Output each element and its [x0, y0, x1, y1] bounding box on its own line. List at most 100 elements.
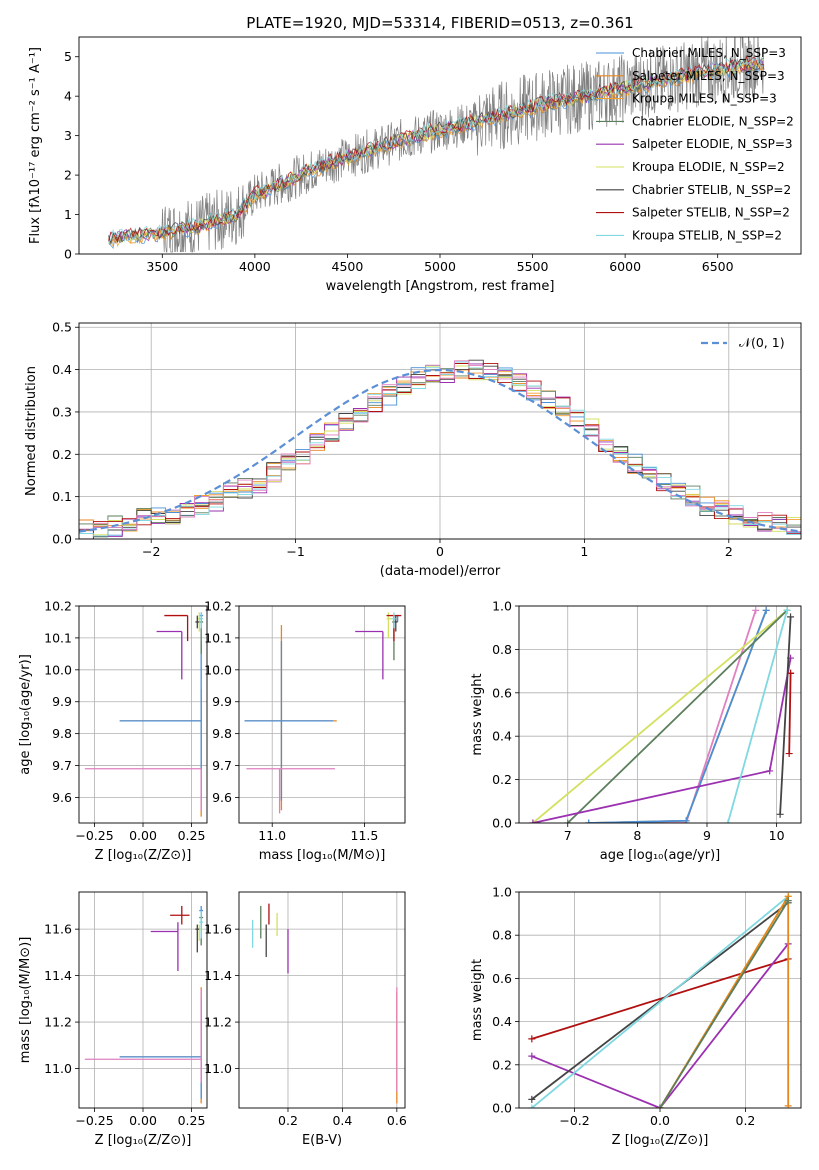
cumulative_age-frame — [518, 605, 802, 824]
age_vs_Z-frame — [78, 605, 208, 824]
spectrum-xtick-label: 5000 — [424, 259, 456, 274]
spectrum-xtick-label: 4000 — [239, 259, 271, 274]
mass_vs_Z-xlabel: Z [log₁₀(Z/Z⊙)] — [95, 1133, 192, 1148]
cumulative-line — [531, 895, 789, 1108]
residuals-xlabel: (data-model)/error — [380, 564, 501, 579]
residuals-xtick-label: 2 — [725, 544, 733, 559]
cumulative_Z-ytick-label: 0.2 — [492, 1057, 512, 1072]
age_vs_Z-ytick-label: 9.9 — [52, 694, 72, 709]
age_vs_mass-plot-area — [244, 612, 402, 814]
age_vs_mass-xtick-label: 11.5 — [351, 828, 379, 843]
mass_vs_Z-xtick-label: −0.25 — [75, 1113, 113, 1128]
legend-label: Salpeter STELIB, N_SSP=2 — [632, 206, 790, 220]
spectrum-xlabel: wavelength [Angstrom, rest frame] — [326, 279, 555, 294]
age_vs_mass-ytick-label: 9.9 — [212, 694, 232, 709]
legend-label: Kroupa STELIB, N_SSP=2 — [632, 228, 782, 242]
age_vs_mass-ytick-label: 9.8 — [212, 726, 232, 741]
cumulative_Z-ytick-label: 0.0 — [492, 1101, 512, 1116]
spectrum-ytick-label: 0 — [64, 247, 72, 262]
residuals-xtick-label: 1 — [580, 544, 588, 559]
spectrum-plot-area — [108, 37, 765, 253]
age_vs_mass-xlabel: mass [log₁₀(M/M⊙)] — [259, 848, 386, 863]
mass_vs_Z-ytick-label: 11.0 — [44, 1061, 72, 1076]
age_vs_Z-plot-area — [84, 612, 204, 817]
cumulative_age-ytick-label: 0.0 — [492, 816, 512, 831]
legend-label: 𝒩(0, 1) — [739, 335, 785, 350]
mass_vs_Z-ytick-label: 11.6 — [44, 922, 72, 937]
age_vs_mass-ytick-label: 10.1 — [204, 630, 232, 645]
cumulative-marker — [776, 810, 784, 818]
cumulative_Z-ylabel: mass weight — [470, 959, 485, 1041]
cumulative-line — [788, 673, 792, 754]
cumulative-marker — [785, 750, 793, 758]
cumulative_Z-chart: −0.2 0.0 0.2 0.0 0.2 0.4 0.6 0.8 1.0 Z [log₁₀(Z/Z… — [470, 885, 802, 1148]
cumulative-line — [532, 657, 792, 823]
age_vs_Z-chart: −0.25 0.00 0.25 9.6 9.7 9.8 9.9 10.0 10.1 10.2 Z [… — [18, 599, 208, 863]
age_vs_Z-ytick-label: 9.8 — [52, 726, 72, 741]
mass_vs_ebv-ytick-label: 11.0 — [204, 1061, 232, 1076]
age_vs_mass-xtick-label: 11.0 — [258, 828, 286, 843]
spectrum-chart: 3500 4000 4500 5000 5500 6000 6500 0 1 2 3 4 5 wavele… — [28, 36, 802, 294]
mass_vs_Z-ytick-label: 11.4 — [44, 968, 72, 983]
residuals-ytick-label: 0.0 — [52, 532, 72, 547]
mass_vs_ebv-frame — [238, 891, 406, 1109]
age_vs_mass-ytick-label: 10.2 — [204, 599, 232, 614]
spectrum-ytick-label: 4 — [64, 89, 72, 104]
residual-histogram — [79, 363, 801, 537]
spectrum-data-line — [108, 37, 765, 253]
cumulative-line — [727, 610, 788, 823]
cumulative_Z-ytick-label: 0.8 — [492, 928, 512, 943]
legend-label: Salpeter ELODIE, N_SSP=3 — [632, 137, 793, 151]
mass_vs_Z-chart: −0.25 0.00 0.25 11.0 11.2 11.4 11.6 Z [log₁₀(Z/… — [18, 891, 208, 1148]
cumulative_age-xtick-label: 7 — [564, 828, 572, 843]
cumulative_Z-xtick-label: 0.0 — [650, 1113, 670, 1128]
gaussian-curve — [79, 368, 801, 533]
spectrum-xtick-label: 6500 — [702, 259, 734, 274]
spectrum-xtick-label: 5500 — [517, 259, 549, 274]
cumulative_age-ytick-label: 0.8 — [492, 642, 512, 657]
mass_vs_ebv-plot-area — [251, 903, 398, 1104]
residuals-xtick-label: −1 — [286, 544, 304, 559]
spectrum-frame — [78, 36, 802, 255]
legend-label: Chabrier MILES, N_SSP=3 — [632, 46, 786, 60]
cumulative_Z-plot-area — [528, 892, 792, 1108]
cumulative-marker — [724, 819, 732, 823]
legend-label: Kroupa ELODIE, N_SSP=2 — [632, 160, 785, 174]
spectrum-ylabel: Flux [fλ10⁻¹⁷ erg cm⁻² s⁻¹ A⁻¹] — [28, 47, 43, 244]
age_vs_Z-xtick-label: 0.00 — [129, 828, 157, 843]
cumulative-marker — [528, 1104, 536, 1108]
cumulative-marker — [564, 819, 572, 823]
mass_vs_Z-xtick-label: 0.25 — [178, 1113, 206, 1128]
cumulative-line — [588, 610, 757, 823]
residuals-ytick-label: 0.5 — [52, 320, 72, 335]
mass_vs_ebv-xlabel: E(B-V) — [302, 1133, 342, 1148]
residuals-ytick-label: 0.2 — [52, 447, 72, 462]
mass_vs_ebv-chart: 0.2 0.4 0.6 11.0 11.2 11.4 11.6 E(B-V) — [204, 891, 407, 1148]
cumulative_age-ytick-label: 0.2 — [492, 772, 512, 787]
age_vs_mass-ytick-label: 9.7 — [212, 758, 232, 773]
age_vs_Z-ytick-label: 10.0 — [44, 662, 72, 677]
cumulative-marker — [766, 767, 774, 775]
cumulative_age-chart: 7 8 9 10 0.0 0.2 0.4 0.6 0.8 1.0 age [log₁₀(age/yr… — [470, 599, 802, 863]
cumulative_Z-frame — [518, 891, 802, 1109]
cumulative_age-ytick-label: 0.4 — [492, 729, 512, 744]
residuals-ytick-label: 0.1 — [52, 489, 72, 504]
spectrum-ytick-label: 5 — [64, 49, 72, 64]
cumulative_Z-xtick-label: −0.2 — [559, 1113, 589, 1128]
spectrum-xtick-label: 4500 — [332, 259, 364, 274]
age_vs_mass-ytick-label: 10.0 — [204, 662, 232, 677]
legend-label: Chabrier ELODIE, N_SSP=2 — [632, 114, 794, 128]
cumulative-marker — [784, 1102, 792, 1108]
age_vs_mass-ytick-label: 9.6 — [212, 790, 232, 805]
age_vs_mass-chart: 11.0 11.5 9.6 9.7 9.8 9.9 10.0 10.1 10.2 mass [lo… — [204, 599, 406, 863]
cumulative_age-plot-area — [529, 606, 795, 823]
mass_vs_ebv-ytick-label: 11.4 — [204, 968, 232, 983]
spectrum-xtick-label: 3500 — [146, 259, 178, 274]
age_vs_Z-ytick-label: 10.1 — [44, 630, 72, 645]
mass_vs_ebv-xtick-label: 0.4 — [332, 1113, 352, 1128]
cumulative-line — [531, 958, 789, 1040]
age_vs_Z-xtick-label: 0.25 — [178, 828, 206, 843]
cumulative-line — [659, 900, 789, 1108]
cumulative-marker — [529, 819, 537, 823]
